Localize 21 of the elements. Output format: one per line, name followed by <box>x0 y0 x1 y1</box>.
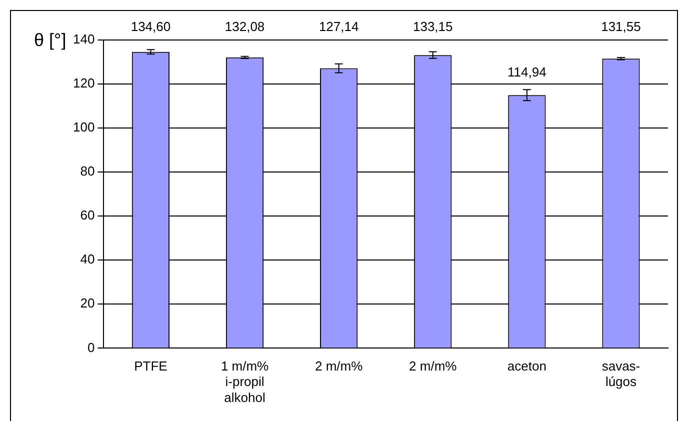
y-tick-label: 0 <box>87 340 95 355</box>
data-label: 133,15 <box>412 19 453 34</box>
data-label: 131,55 <box>601 19 641 34</box>
x-tick-label: 1 m/m% i-propil alkohol <box>220 358 270 405</box>
y-tick-label: 20 <box>80 296 95 311</box>
data-label: 127,14 <box>318 19 359 34</box>
y-tick-label: 120 <box>72 76 95 91</box>
y-tick-label: 40 <box>80 252 95 267</box>
y-tick-label: 80 <box>80 164 95 179</box>
x-tick-label: PTFE <box>134 358 168 374</box>
x-tick-label: aceton <box>507 358 546 374</box>
y-tick-label: 60 <box>80 208 95 223</box>
x-tick-label: 2 m/m% <box>314 358 364 374</box>
x-tick-label: 2 m/m% <box>409 358 458 374</box>
y-tick-label: 140 <box>72 32 95 47</box>
y-tick-label: 100 <box>72 120 95 135</box>
data-label: 132,08 <box>224 19 265 34</box>
x-tick-label: savas-lúgos <box>602 358 640 390</box>
y-axis-title: θ [°] <box>34 30 66 51</box>
data-label: 134,60 <box>130 19 171 34</box>
data-label: 114,94 <box>508 64 546 80</box>
